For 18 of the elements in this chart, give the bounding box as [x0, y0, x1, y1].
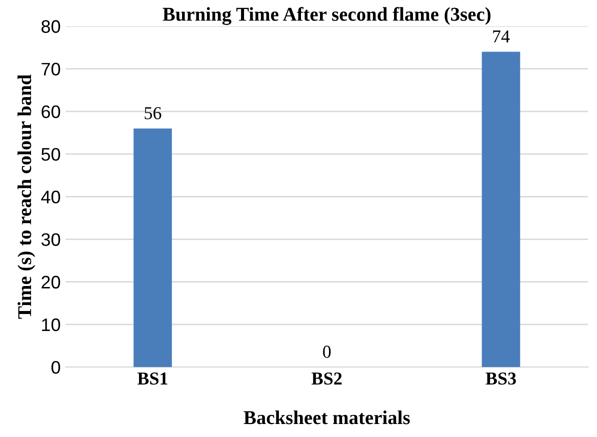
y-tick-label: 0 [51, 361, 60, 374]
y-tick-label: 70 [42, 62, 60, 76]
x-tick-label: BS2 [312, 372, 342, 385]
data-label: 56 [144, 107, 162, 120]
x-tick-label: BS3 [486, 372, 516, 385]
y-tick-label: 20 [42, 276, 60, 289]
y-tick-label: 10 [42, 318, 60, 332]
data-label: 0 [323, 346, 331, 358]
y-tick-label: 50 [41, 148, 60, 161]
data-label: 74 [493, 30, 510, 42]
x-axis-title: Backsheet materials [244, 410, 410, 424]
chart-title: Burning Time After second flame (3sec) [162, 6, 490, 25]
y-tick-label: 60 [42, 105, 60, 118]
x-tick-label: BS1 [137, 372, 168, 385]
y-tick-label: 30 [41, 233, 60, 246]
y-tick-label: 80 [42, 20, 60, 33]
y-axis-title: Time (s) to reach colour band [18, 74, 36, 319]
y-tick-label: 40 [41, 190, 60, 204]
